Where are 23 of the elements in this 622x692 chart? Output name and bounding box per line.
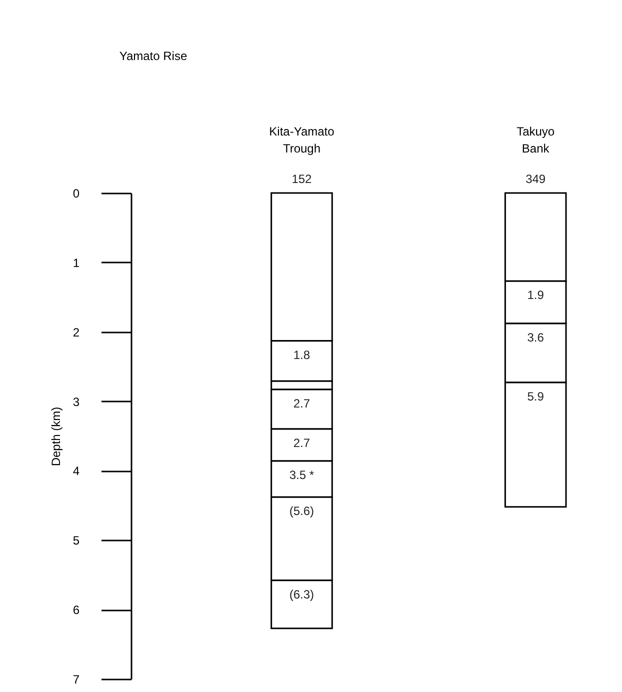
annotation: 152 <box>292 172 312 186</box>
annotation: 2.7 <box>293 396 310 410</box>
annotation: 1.9 <box>527 288 544 302</box>
y-tick-label: 7 <box>72 672 80 686</box>
annotation: 1.8 <box>293 348 310 362</box>
y-axis-title: Depth (km) <box>48 406 63 466</box>
annotation: (5.6) <box>289 504 314 518</box>
annotation: 3.6 <box>527 330 544 345</box>
x-tick-label: Takuyo Bank <box>516 124 555 156</box>
y-tick-label: 5 <box>72 534 80 548</box>
annotation: 3.5 * <box>289 468 314 482</box>
y-tick-label: 1 <box>72 256 80 270</box>
y-tick-label: 6 <box>72 603 80 618</box>
x-tick-label: Kita-Yamato Trough <box>269 124 335 156</box>
y-tick-label: 2 <box>72 325 80 340</box>
y-tick-label: 3 <box>72 394 80 409</box>
annotation: 5.9 <box>527 390 544 404</box>
chart-title: Yamato Rise <box>119 49 188 63</box>
y-tick-label: 0 <box>72 186 80 200</box>
y-tick-label: 4 <box>72 464 80 478</box>
annotation: (6.3) <box>289 587 314 602</box>
annotation: 349 <box>526 172 546 186</box>
annotation: 2.7 <box>293 436 310 450</box>
